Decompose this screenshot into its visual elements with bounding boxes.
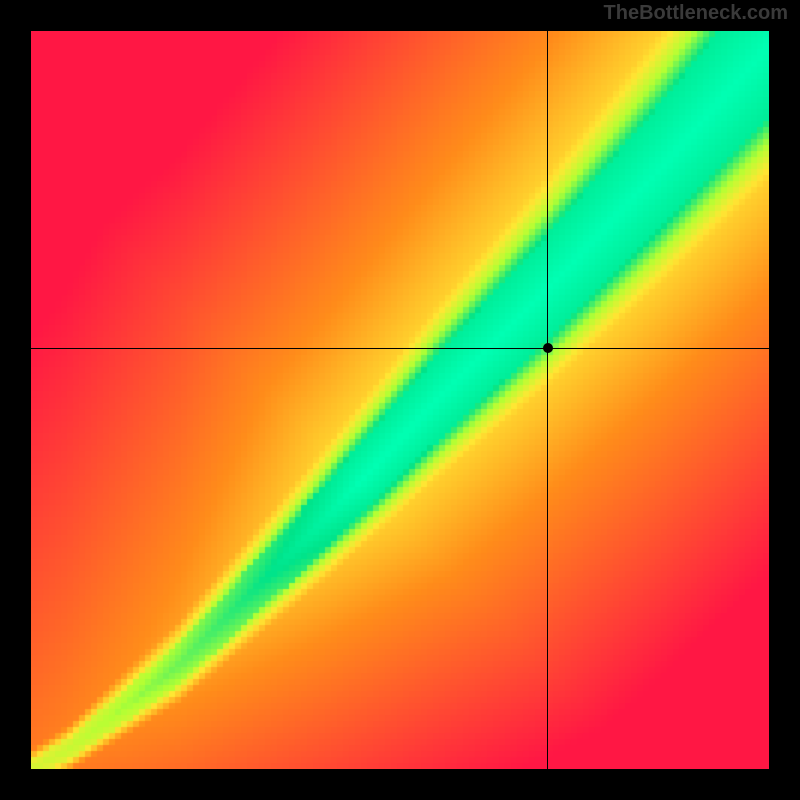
crosshair-horizontal (31, 348, 769, 349)
heatmap-plot (31, 31, 769, 769)
heatmap-canvas (31, 31, 769, 769)
watermark-text: TheBottleneck.com (604, 2, 788, 25)
crosshair-marker (543, 343, 553, 353)
chart-container: TheBottleneck.com (0, 0, 800, 800)
crosshair-vertical (547, 31, 548, 769)
